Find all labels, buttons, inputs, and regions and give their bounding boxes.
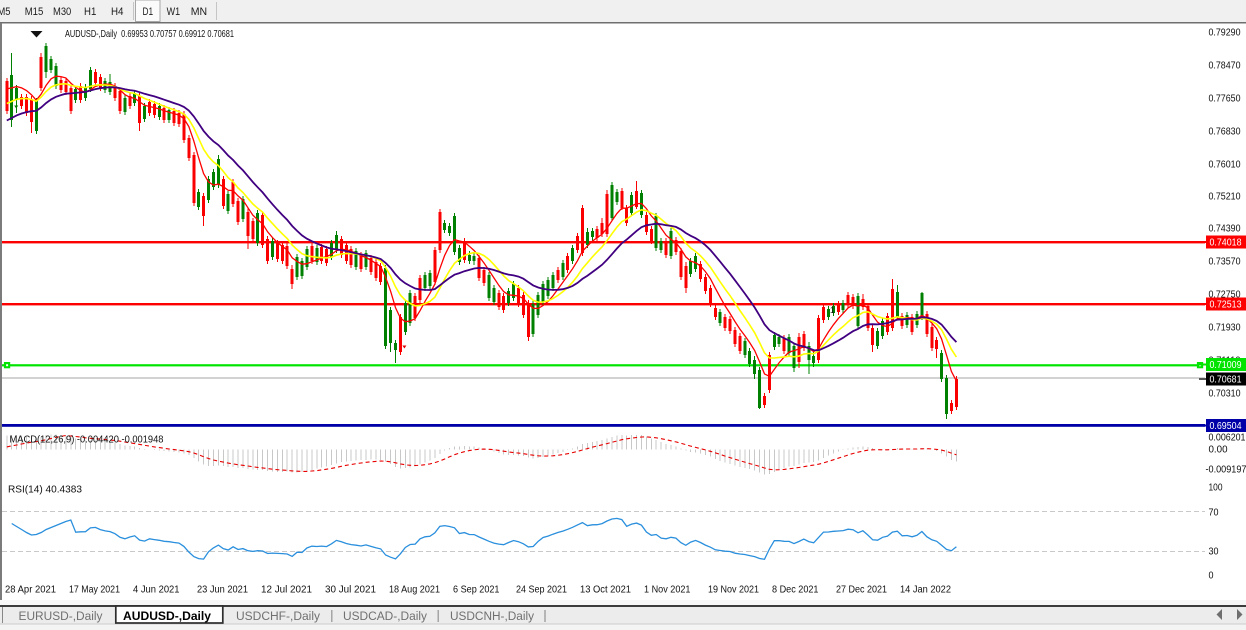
svg-text:USDCHF-,Daily: USDCHF-,Daily [236,609,321,623]
svg-text:EURUSD-,Daily: EURUSD-,Daily [19,609,104,623]
svg-text:12 Jul 2021: 12 Jul 2021 [261,585,312,596]
svg-text:0.71930: 0.71930 [1209,322,1241,333]
svg-text:0.00: 0.00 [1209,444,1228,455]
svg-text:0.73570: 0.73570 [1209,256,1241,267]
svg-text:H1: H1 [84,6,96,18]
svg-text:0.76830: 0.76830 [1209,126,1241,137]
svg-text:0.72750: 0.72750 [1209,289,1241,300]
svg-text:27 Dec 2021: 27 Dec 2021 [836,585,887,596]
svg-text:8 Dec 2021: 8 Dec 2021 [772,585,819,596]
svg-text:100: 100 [1209,482,1223,493]
svg-text:0.77650: 0.77650 [1209,93,1241,104]
svg-text:USDCAD-,Daily: USDCAD-,Daily [343,609,428,623]
svg-text:70: 70 [1209,507,1219,518]
svg-text:H4: H4 [111,6,124,18]
svg-text:1 Nov 2021: 1 Nov 2021 [644,585,691,596]
svg-text:0.70681: 0.70681 [1210,374,1242,385]
svg-text:19 Nov 2021: 19 Nov 2021 [708,585,759,596]
svg-text:0.71009: 0.71009 [1210,360,1242,371]
svg-text:0.74018: 0.74018 [1210,237,1242,248]
svg-text:0.78470: 0.78470 [1209,60,1241,71]
svg-text:M30: M30 [53,6,71,18]
svg-text:AUDUSD-,Daily 0.69953 0.70757: AUDUSD-,Daily 0.69953 0.70757 0.69912 0.… [65,29,234,40]
svg-text:13 Oct 2021: 13 Oct 2021 [580,585,631,596]
svg-text:0.72513: 0.72513 [1210,299,1242,310]
svg-text:0.75210: 0.75210 [1209,191,1241,202]
svg-text:W1: W1 [167,6,181,18]
svg-text:1: 1 [830,306,835,315]
svg-text:USDCNH-,Daily: USDCNH-,Daily [450,609,535,623]
svg-text:0: 0 [1209,570,1214,581]
svg-text:0.70310: 0.70310 [1209,388,1241,399]
svg-text:M5: M5 [0,6,11,18]
svg-text:0.74390: 0.74390 [1209,223,1241,234]
svg-text:RSI(14) 40.4383: RSI(14) 40.4383 [8,485,82,496]
svg-text:AUDUSD-,Daily: AUDUSD-,Daily [123,609,211,623]
svg-text:28 Apr 2021: 28 Apr 2021 [5,585,56,596]
svg-text:30 Jul 2021: 30 Jul 2021 [325,585,376,596]
svg-text:-0.009197: -0.009197 [1206,464,1246,475]
svg-text:4 Jun 2021: 4 Jun 2021 [133,585,180,596]
svg-text:17 May 2021: 17 May 2021 [69,585,120,596]
svg-text:18 Aug 2021: 18 Aug 2021 [389,585,440,596]
svg-text:MACD(12,26,9) -0.004420 -0.001: MACD(12,26,9) -0.004420 -0.001948 [10,435,164,446]
svg-text:23 Jun 2021: 23 Jun 2021 [197,585,248,596]
svg-text:14 Jan 2022: 14 Jan 2022 [900,585,951,596]
svg-text:M15: M15 [25,6,44,18]
svg-text:24 Sep 2021: 24 Sep 2021 [516,585,567,596]
svg-text:0.76010: 0.76010 [1209,159,1241,170]
svg-text:6 Sep 2021: 6 Sep 2021 [453,585,500,596]
svg-text:30: 30 [1209,546,1219,557]
svg-text:0.69504: 0.69504 [1210,421,1242,432]
svg-text:0.006201: 0.006201 [1209,432,1246,443]
svg-text:D1: D1 [143,6,154,18]
svg-text:0.79290: 0.79290 [1209,27,1241,38]
svg-text:MN: MN [191,6,207,18]
